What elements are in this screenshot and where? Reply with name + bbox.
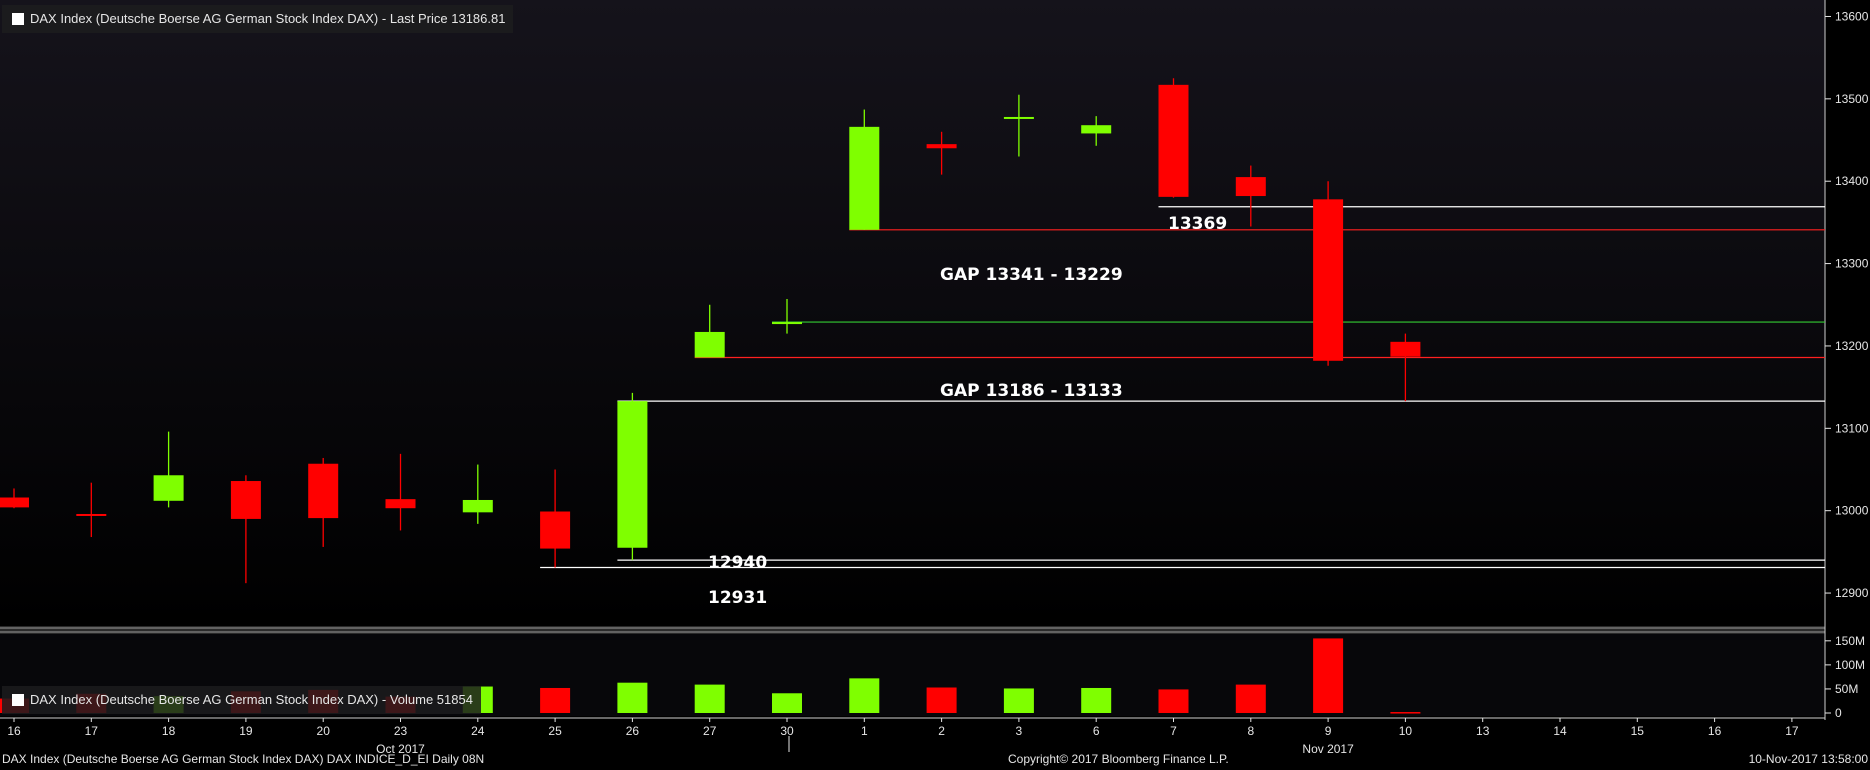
candle-body [1235,177,1266,197]
volume-tick-label: 150M [1835,634,1865,648]
price-legend-text: DAX Index (Deutsche Boerse AG German Sto… [30,11,506,26]
candle-body [772,322,802,325]
candle-body [694,331,725,358]
annotation-gap-upper: GAP 13341 - 13229 [940,265,1123,285]
x-tick-label: 20 [317,724,331,738]
x-tick-label: 1 [861,724,868,738]
x-tick-label: 27 [703,724,717,738]
volume-bar [1313,638,1344,713]
volume-bar [926,687,957,713]
candle-body [0,497,29,508]
candle-body [230,481,261,519]
candle-body [385,499,416,509]
candle-body [153,475,184,501]
price-tick-label: 13200 [1835,339,1869,353]
price-tick-label: 13400 [1835,174,1869,188]
x-tick-label: 19 [239,724,253,738]
volume-bar [1081,687,1112,713]
volume-bar [1003,688,1034,713]
x-tick-label: 13 [1476,724,1490,738]
x-tick-label: 24 [471,724,485,738]
volume-bar [1235,684,1266,713]
legend-swatch [12,694,24,706]
x-month-label: Nov 2017 [1302,742,1354,756]
legend-swatch [12,13,24,25]
candle-body [308,463,339,519]
price-tick-label: 13300 [1835,257,1869,271]
candle-body [462,499,493,513]
x-tick-label: 7 [1170,724,1177,738]
x-tick-label: 26 [626,724,640,738]
x-tick-label: 2 [938,724,945,738]
x-tick-label: 3 [1016,724,1023,738]
volume-bar [694,684,725,713]
footer-timestamp: 10-Nov-2017 13:58:00 [1748,752,1868,766]
x-tick-label: 17 [1785,724,1799,738]
volume-bar [617,682,648,713]
candle-body [617,401,648,548]
x-tick-label: 18 [162,724,176,738]
volume-tick-label: 0 [1835,706,1842,720]
volume-bar [1158,689,1189,713]
candle-body [540,511,571,549]
x-tick-label: 30 [780,724,794,738]
volume-bar [849,678,880,713]
candle-body [1390,341,1421,357]
volume-tick-label: 100M [1835,658,1865,672]
annotation-13369: 13369 [1168,214,1227,234]
candle-body [1003,116,1034,119]
candle-body [1313,199,1344,361]
candle-body [1158,84,1189,197]
volume-tick-label: 50M [1835,682,1858,696]
annotation-12940: 12940 [708,553,767,573]
x-tick-label: 10 [1399,724,1413,738]
x-tick-label: 16 [7,724,21,738]
volume-bar [772,693,802,713]
price-tick-label: 13600 [1835,9,1869,23]
x-tick-label: 8 [1247,724,1254,738]
volume-bar [540,687,571,713]
volume-legend-text: DAX Index (Deutsche Boerse AG German Sto… [30,692,473,707]
panel-separator [0,626,1825,634]
price-tick-label: 13500 [1835,92,1869,106]
x-tick-label: 25 [548,724,562,738]
footer-copyright: Copyright© 2017 Bloomberg Finance L.P. [1008,752,1229,766]
price-legend: DAX Index (Deutsche Boerse AG German Sto… [2,5,514,33]
x-tick-label: 14 [1553,724,1567,738]
candle-body [1081,125,1112,134]
price-panel-bg [0,0,1825,626]
candle-body [76,513,107,516]
x-tick-label: 6 [1093,724,1100,738]
price-tick-label: 12900 [1835,586,1869,600]
volume-bar [1390,712,1421,714]
x-tick-label: 23 [394,724,408,738]
x-tick-label: 15 [1631,724,1645,738]
x-tick-label: 16 [1708,724,1722,738]
annotation-gap-lower: GAP 13186 - 13133 [940,381,1123,401]
footer-source: DAX Index (Deutsche Boerse AG German Sto… [2,752,485,766]
candle-body [926,144,957,149]
price-tick-label: 13100 [1835,421,1869,435]
candle-body [849,126,880,230]
annotation-12931: 12931 [708,588,767,608]
x-month-label: Oct 2017 [376,742,425,756]
x-tick-label: 9 [1325,724,1332,738]
price-tick-label: 13000 [1835,504,1869,518]
volume-legend: DAX Index (Deutsche Boerse AG German Sto… [2,686,481,714]
x-tick-label: 17 [85,724,99,738]
